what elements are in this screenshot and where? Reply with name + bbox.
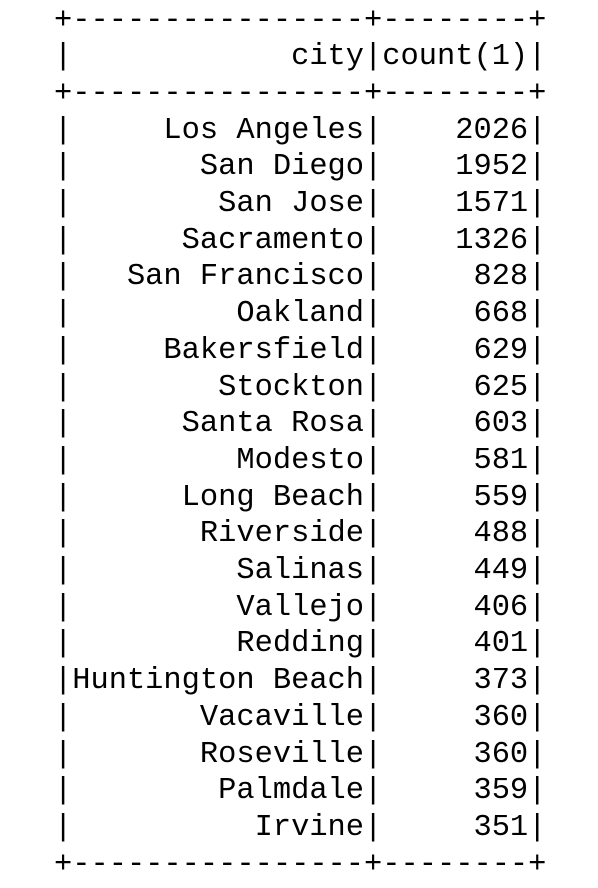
table-row: | Riverside| 488| xyxy=(54,517,547,552)
table-row: | Long Beach| 559| xyxy=(54,480,547,515)
table-row: | San Jose| 1571| xyxy=(54,187,547,221)
table-row: | Salinas| 449| xyxy=(54,554,547,588)
table-row: | Oakland| 668| xyxy=(54,297,547,332)
table-row: | Bakersfield| 629| xyxy=(54,333,547,368)
table-row: | Palmdale| 359| xyxy=(54,774,547,809)
table-row: | Stockton| 625| xyxy=(54,370,547,405)
table-row: | Los Angeles| 2026| xyxy=(54,113,547,148)
table-row: |Huntington Beach| 373| xyxy=(54,664,547,699)
table-row: | San Diego| 1952| xyxy=(54,150,547,185)
table-row: | Roseville| 360| xyxy=(54,737,547,772)
table-row: | Santa Rosa| 603| xyxy=(54,407,547,442)
table-row: | Irvine| 351| xyxy=(54,810,547,845)
table-row: | Redding| 401| xyxy=(54,627,547,662)
table-header-separator: +----------------+--------+ xyxy=(54,76,547,111)
table-row: | San Francisco| 828| xyxy=(54,260,547,295)
table-row: | Sacramento| 1326| xyxy=(54,223,547,258)
table-top-border: +----------------+--------+ xyxy=(54,3,547,38)
table-row: | Vacaville| 360| xyxy=(54,700,547,735)
table-row: | Modesto| 581| xyxy=(54,443,547,478)
table-bottom-border: +----------------+--------+ xyxy=(54,847,547,882)
table-row: | Vallejo| 406| xyxy=(54,590,547,625)
table-header-row: | city|count(1)| xyxy=(54,40,547,75)
